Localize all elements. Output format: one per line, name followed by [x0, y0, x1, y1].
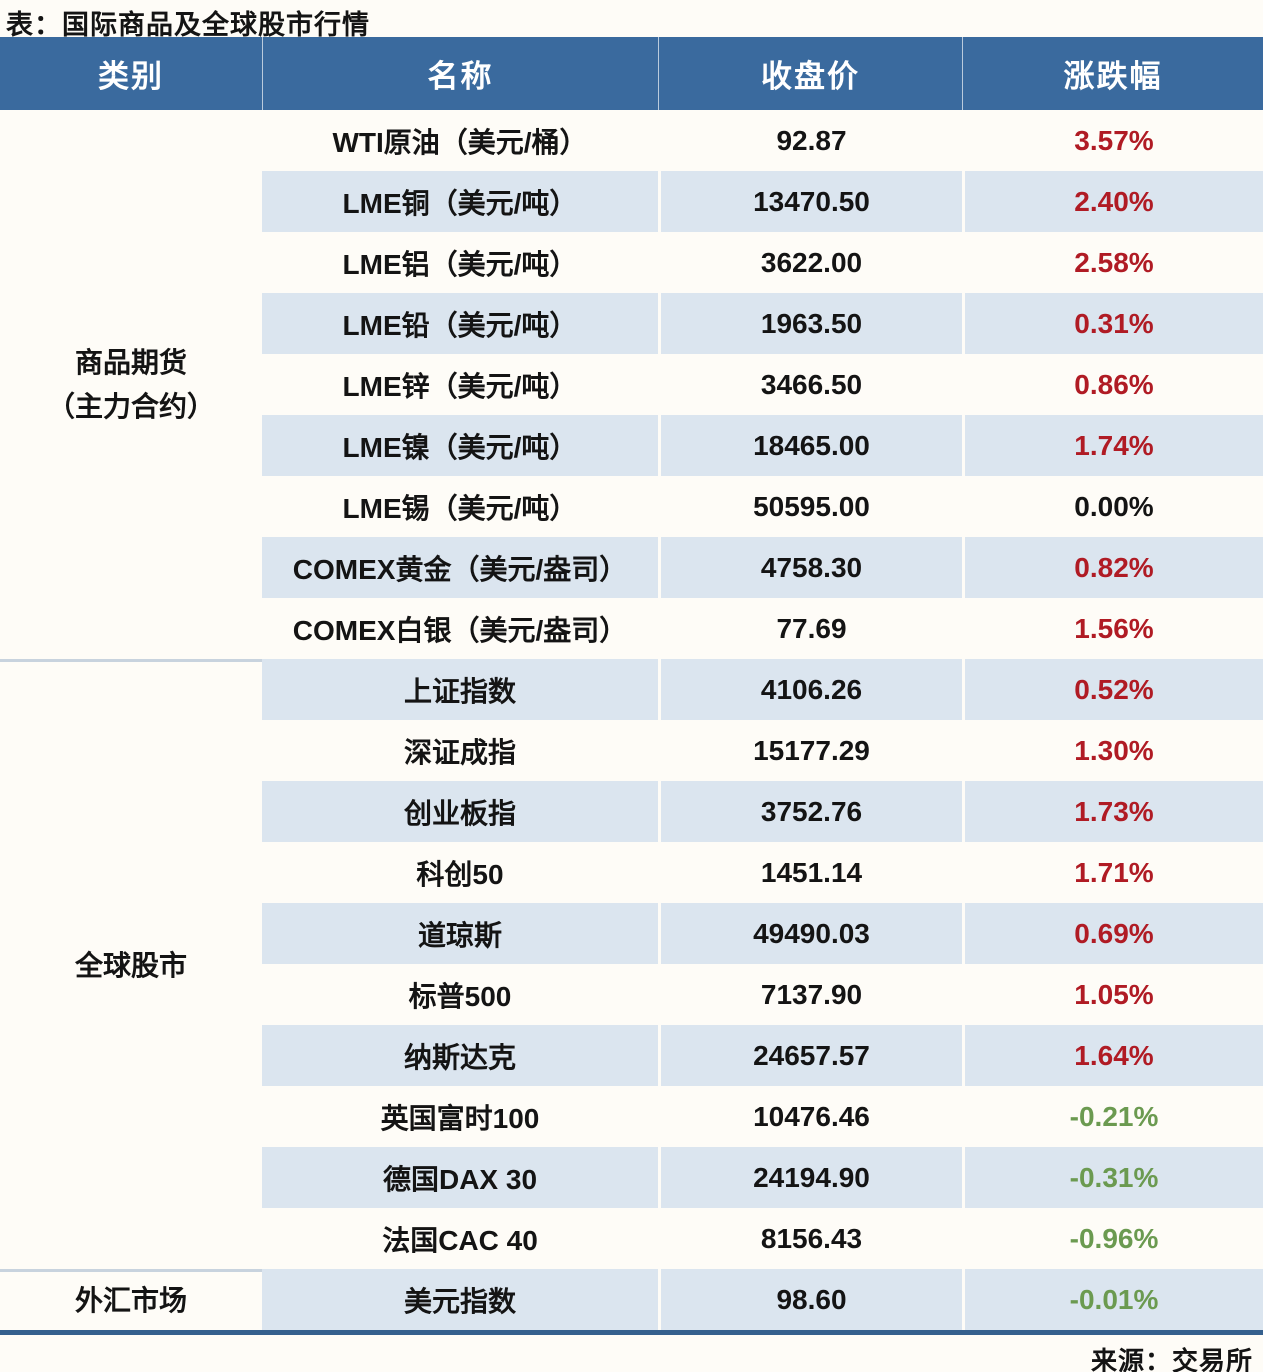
- category-cell: 商品期货 （主力合约）: [0, 110, 262, 659]
- row-close-cell: 77.69: [658, 598, 962, 659]
- row-close-cell: 4106.26: [658, 659, 962, 720]
- row-name-cell: 美元指数: [262, 1269, 658, 1330]
- row-name-cell: 深证成指: [403, 736, 516, 768]
- row-change-cell: -0.21%: [962, 1086, 1263, 1147]
- row-close-cell: 24657.57: [658, 1025, 962, 1086]
- row-change-cell: -0.01%: [962, 1269, 1263, 1330]
- market-table: 类别 名称 收盘价 涨跌幅 商品期货 （主力合约） 全球股市外汇市场 WTI原油（美元…: [0, 37, 1263, 1335]
- row-name-cell: LME铝（美元/吨）: [342, 248, 578, 280]
- row-close-cell: 7137.90: [658, 964, 962, 1025]
- row-close-cell: 15177.29: [658, 720, 962, 781]
- row-name-cell: 科创50: [416, 858, 504, 890]
- table-body: 商品期货 （主力合约） 全球股市外汇市场 WTI原油（美元/桶） 92.87 3.57% L…: [0, 110, 1263, 1330]
- row-name-cell: COMEX黄金（美元/盎司）: [262, 537, 658, 598]
- row-close-cell: 24194.90: [658, 1147, 962, 1208]
- row-name-cell: LME铅（美元/吨）: [262, 293, 658, 354]
- header-cell-change: 涨跌幅: [962, 37, 1263, 110]
- row-name-cell: COMEX白银（美元/盎司）: [292, 614, 628, 646]
- row-name-cell: 标普500: [408, 980, 512, 1012]
- row-close-cell: 3752.76: [658, 781, 962, 842]
- category-label: 外汇市场: [74, 1285, 187, 1317]
- row-close-cell: 8156.43: [658, 1208, 962, 1269]
- row-close-cell: 92.87: [658, 110, 962, 171]
- row-name-cell: 法国CAC 40: [382, 1224, 538, 1256]
- row-change-cell: 2.40%: [962, 171, 1263, 232]
- row-name-cell: 英国富时100: [380, 1102, 540, 1134]
- header-cell-close: 收盘价: [658, 37, 962, 110]
- row-close-cell: 98.60: [658, 1269, 962, 1330]
- row-close-cell: 4758.30: [658, 537, 962, 598]
- row-name-cell: LME镍（美元/吨）: [262, 415, 658, 476]
- row-close-cell: 3466.50: [658, 354, 962, 415]
- row-name-cell: 道琼斯: [262, 903, 658, 964]
- row-change-cell: -0.31%: [962, 1147, 1263, 1208]
- table-header-row: 类别 名称 收盘价 涨跌幅: [0, 37, 1263, 110]
- row-name-cell: 创业板指: [262, 781, 658, 842]
- row-change-cell: 0.69%: [962, 903, 1263, 964]
- row-name-cell: 上证指数: [262, 659, 658, 720]
- row-change-cell: 1.05%: [962, 964, 1263, 1025]
- row-name-cell: LME锌（美元/吨）: [342, 370, 578, 402]
- row-change-cell: 1.74%: [962, 415, 1263, 476]
- category-label: 商品期货: [74, 347, 187, 379]
- category-cell: 外汇市场: [0, 1269, 262, 1330]
- row-close-cell: 1451.14: [658, 842, 962, 903]
- category-label: 全球股市: [74, 949, 187, 981]
- category-label: （主力合约）: [46, 390, 215, 422]
- row-change-cell: 1.64%: [962, 1025, 1263, 1086]
- row-close-cell: 49490.03: [658, 903, 962, 964]
- row-name-cell: LME锡（美元/吨）: [342, 492, 578, 524]
- header-cell-name: 名称: [262, 37, 658, 110]
- category-cell: 全球股市: [0, 659, 262, 1269]
- row-change-cell: 0.52%: [962, 659, 1263, 720]
- row-name-cell: WTI原油（美元/桶）: [332, 126, 588, 158]
- row-change-cell: 0.31%: [962, 293, 1263, 354]
- table-title: 表：国际商品及全球股市行情: [6, 10, 370, 40]
- row-change-cell: 1.73%: [962, 781, 1263, 842]
- row-name-cell: 纳斯达克: [262, 1025, 658, 1086]
- row-change-cell: 0.82%: [962, 537, 1263, 598]
- row-change-cell: 2.58%: [962, 232, 1263, 293]
- row-change-cell: -0.96%: [962, 1208, 1263, 1269]
- row-change-cell: 0.00%: [962, 476, 1263, 537]
- row-change-cell: 0.86%: [962, 354, 1263, 415]
- row-change-cell: 3.57%: [962, 110, 1263, 171]
- row-name-cell: LME铜（美元/吨）: [262, 171, 658, 232]
- header-cell-category: 类别: [98, 59, 164, 94]
- row-close-cell: 10476.46: [658, 1086, 962, 1147]
- row-change-cell: 1.71%: [962, 842, 1263, 903]
- row-close-cell: 50595.00: [658, 476, 962, 537]
- row-close-cell: 13470.50: [658, 171, 962, 232]
- row-change-cell: 1.30%: [962, 720, 1263, 781]
- source-note: 来源：交易所: [1090, 1346, 1253, 1372]
- row-name-cell: 德国DAX 30: [262, 1147, 658, 1208]
- row-close-cell: 18465.00: [658, 415, 962, 476]
- row-close-cell: 1963.50: [658, 293, 962, 354]
- row-change-cell: 1.56%: [962, 598, 1263, 659]
- row-close-cell: 3622.00: [658, 232, 962, 293]
